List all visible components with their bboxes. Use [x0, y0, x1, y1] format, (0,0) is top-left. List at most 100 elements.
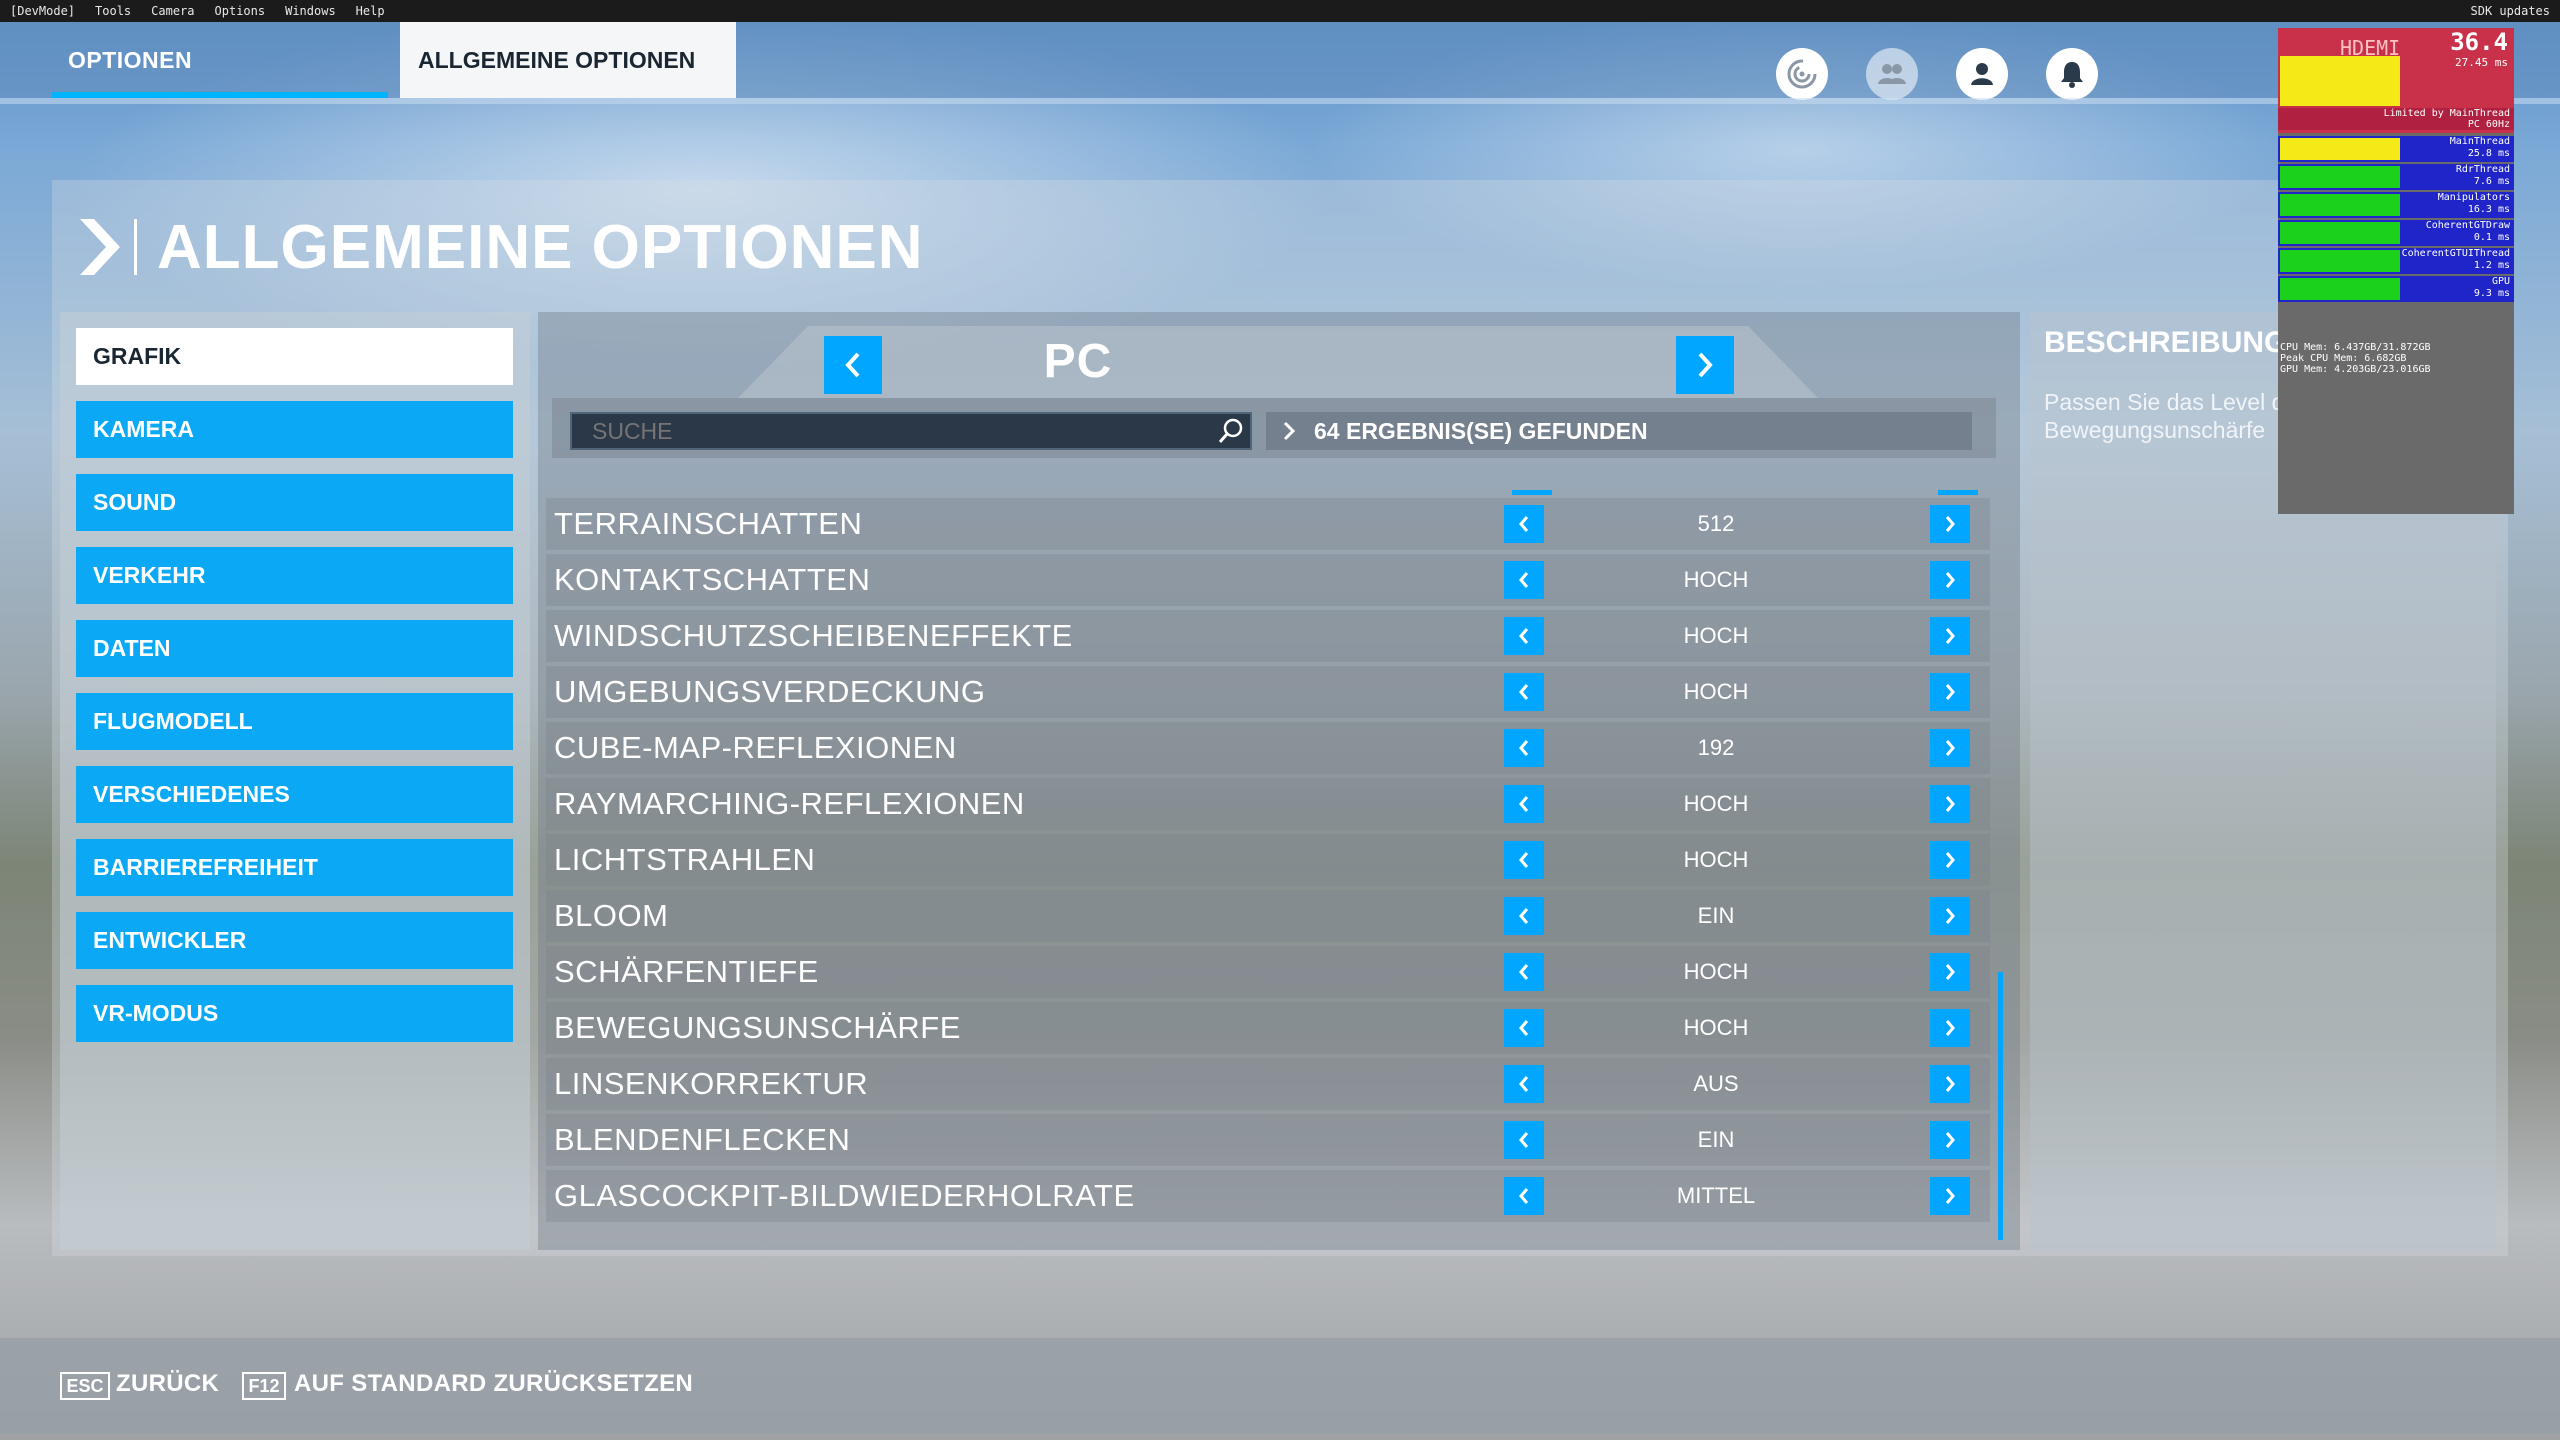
- preset-prev-button[interactable]: [824, 336, 882, 394]
- setting-row-schaerfentiefe[interactable]: SCHÄRFENTIEFE HOCH: [546, 946, 1990, 998]
- devmenu-help[interactable]: Help: [355, 4, 385, 18]
- devmenu-camera[interactable]: Camera: [151, 4, 195, 18]
- sidebar-item-flugmodell[interactable]: FLUGMODELL: [76, 693, 513, 750]
- sidebar-item-barrierefreiheit[interactable]: BARRIEREFREIHEIT: [76, 839, 513, 896]
- setting-prev-button[interactable]: [1504, 505, 1544, 543]
- devmode-menubar: [DevMode] Tools Camera Options Windows H…: [0, 0, 2560, 22]
- setting-row-bewegungsunschaerfe[interactable]: BEWEGUNGSUNSCHÄRFE HOCH: [546, 1002, 1990, 1054]
- sidebar-item-verschiedenes[interactable]: VERSCHIEDENES: [76, 766, 513, 823]
- setting-prev-button[interactable]: [1504, 785, 1544, 823]
- description-text: Passen Sie das Level der Bewegungsunschä…: [2044, 389, 2305, 443]
- setting-row-glascockpit-bildwiederholrate[interactable]: GLASCOCKPIT-BILDWIEDERHOLRATE MITTEL: [546, 1170, 1990, 1222]
- chevron-left-icon: [1519, 908, 1529, 924]
- setting-next-button[interactable]: [1930, 1009, 1970, 1047]
- top-navigation: OPTIONEN ALLGEMEINE OPTIONEN: [0, 22, 2560, 100]
- setting-row-umgebungsverdeckung[interactable]: UMGEBUNGSVERDECKUNG HOCH: [546, 666, 1990, 718]
- activity-icon[interactable]: [1776, 48, 1828, 100]
- tab-options[interactable]: OPTIONEN: [52, 22, 388, 98]
- notifications-bell-icon[interactable]: [2046, 48, 2098, 100]
- fps-graph-bars: [2280, 56, 2400, 106]
- reset-defaults-button[interactable]: AUF STANDARD ZURÜCKSETZEN: [294, 1370, 694, 1397]
- devmenu-windows[interactable]: Windows: [285, 4, 336, 18]
- perf-row-value: 9.3 ms: [2473, 288, 2510, 299]
- setting-row-windschutzscheibeneffekte[interactable]: WINDSCHUTZSCHEIBENEFFEKTE HOCH: [546, 610, 1990, 662]
- fps-hdemi-label: HDEMI: [2340, 36, 2401, 60]
- chevron-left-icon: [845, 352, 860, 378]
- chevron-right-icon: [1945, 1020, 1955, 1036]
- chevron-left-icon: [1519, 964, 1529, 980]
- setting-prev-button[interactable]: [1504, 561, 1544, 599]
- chevron-right-icon: [1945, 740, 1955, 756]
- search-input[interactable]: [570, 412, 1252, 450]
- setting-row-raymarching-reflexionen[interactable]: RAYMARCHING-REFLEXIONEN HOCH: [546, 778, 1990, 830]
- setting-label: SCHÄRFENTIEFE: [554, 954, 819, 989]
- preset-next-button[interactable]: [1676, 336, 1734, 394]
- setting-row-terrainschatten[interactable]: TERRAINSCHATTEN 512: [546, 498, 1990, 550]
- setting-next-button[interactable]: [1930, 729, 1970, 767]
- devmenu-options[interactable]: Options: [214, 4, 266, 18]
- setting-next-button[interactable]: [1930, 1065, 1970, 1103]
- settings-scrollbar[interactable]: [1998, 972, 2003, 1240]
- setting-value: HOCH: [1683, 847, 1749, 872]
- sdk-updates-link[interactable]: SDK updates: [2470, 4, 2550, 18]
- setting-prev-button[interactable]: [1504, 1065, 1544, 1103]
- sidebar-item-grafik[interactable]: GRAFIK: [76, 328, 513, 385]
- setting-label: TERRAINSCHATTEN: [554, 506, 863, 541]
- top-nav-divider: [0, 98, 2560, 104]
- setting-row-linsenkorrektur[interactable]: LINSENKORREKTUR AUS: [546, 1058, 1990, 1110]
- sidebar-item-label: KAMERA: [93, 416, 194, 442]
- setting-next-button[interactable]: [1930, 841, 1970, 879]
- setting-value: 512: [1697, 511, 1735, 536]
- setting-next-button[interactable]: [1930, 897, 1970, 935]
- setting-value: HOCH: [1683, 567, 1749, 592]
- chevron-right-icon: [1283, 421, 1296, 441]
- back-button[interactable]: ZURÜCK: [116, 1370, 220, 1397]
- setting-next-button[interactable]: [1930, 505, 1970, 543]
- setting-prev-button[interactable]: [1504, 953, 1544, 991]
- setting-row-lichtstrahlen[interactable]: LICHTSTRAHLEN HOCH: [546, 834, 1990, 886]
- sidebar-item-vr-modus[interactable]: VR-MODUS: [76, 985, 513, 1042]
- chevron-left-icon: [1519, 1020, 1529, 1036]
- setting-next-button[interactable]: [1930, 561, 1970, 599]
- setting-prev-button[interactable]: [1504, 1121, 1544, 1159]
- sidebar-item-verkehr[interactable]: VERKEHR: [76, 547, 513, 604]
- setting-next-button[interactable]: [1930, 617, 1970, 655]
- setting-prev-button[interactable]: [1504, 673, 1544, 711]
- setting-row-cube-map-reflexionen[interactable]: CUBE-MAP-REFLEXIONEN 192: [546, 722, 1990, 774]
- perf-row-value: 7.6 ms: [2473, 176, 2510, 187]
- setting-row-bloom[interactable]: BLOOM EIN: [546, 890, 1990, 942]
- setting-prev-button[interactable]: [1504, 729, 1544, 767]
- friends-icon[interactable]: [1866, 48, 1918, 100]
- sidebar-item-label: VERKEHR: [93, 562, 206, 588]
- profile-icon[interactable]: [1956, 48, 2008, 100]
- header-separator: [134, 219, 137, 275]
- sidebar-item-entwickler[interactable]: ENTWICKLER: [76, 912, 513, 969]
- setting-label: GLASCOCKPIT-BILDWIEDERHOLRATE: [554, 1178, 1135, 1213]
- setting-value: HOCH: [1683, 679, 1749, 704]
- setting-next-button[interactable]: [1930, 1177, 1970, 1215]
- setting-value: 192: [1697, 735, 1735, 760]
- sidebar-item-daten[interactable]: DATEN: [76, 620, 513, 677]
- devmenu-tools[interactable]: Tools: [95, 4, 132, 18]
- sidebar-item-kamera[interactable]: KAMERA: [76, 401, 513, 458]
- tab-general-options[interactable]: ALLGEMEINE OPTIONEN: [400, 22, 736, 98]
- search-icon[interactable]: [1216, 416, 1246, 446]
- setting-next-button[interactable]: [1930, 1121, 1970, 1159]
- setting-next-button[interactable]: [1930, 673, 1970, 711]
- setting-prev-button[interactable]: [1504, 841, 1544, 879]
- setting-row-blendenflecken[interactable]: BLENDENFLECKEN EIN: [546, 1114, 1990, 1166]
- setting-prev-button[interactable]: [1504, 1009, 1544, 1047]
- setting-prev-button[interactable]: [1504, 897, 1544, 935]
- frame-time: 27.45 ms: [2455, 56, 2508, 69]
- chevron-left-icon: [1519, 1132, 1529, 1148]
- setting-prev-button[interactable]: [1504, 617, 1544, 655]
- devmenu-devmode[interactable]: [DevMode]: [10, 4, 76, 18]
- setting-next-button[interactable]: [1930, 785, 1970, 823]
- sidebar-item-sound[interactable]: SOUND: [76, 474, 513, 531]
- setting-next-button[interactable]: [1930, 953, 1970, 991]
- perf-row-value: 0.1 ms: [2473, 232, 2510, 243]
- f12-key-hint: F12: [242, 1372, 286, 1400]
- setting-prev-button[interactable]: [1504, 1177, 1544, 1215]
- setting-row-kontaktschatten[interactable]: KONTAKTSCHATTEN HOCH: [546, 554, 1990, 606]
- chevron-right-icon: [1945, 628, 1955, 644]
